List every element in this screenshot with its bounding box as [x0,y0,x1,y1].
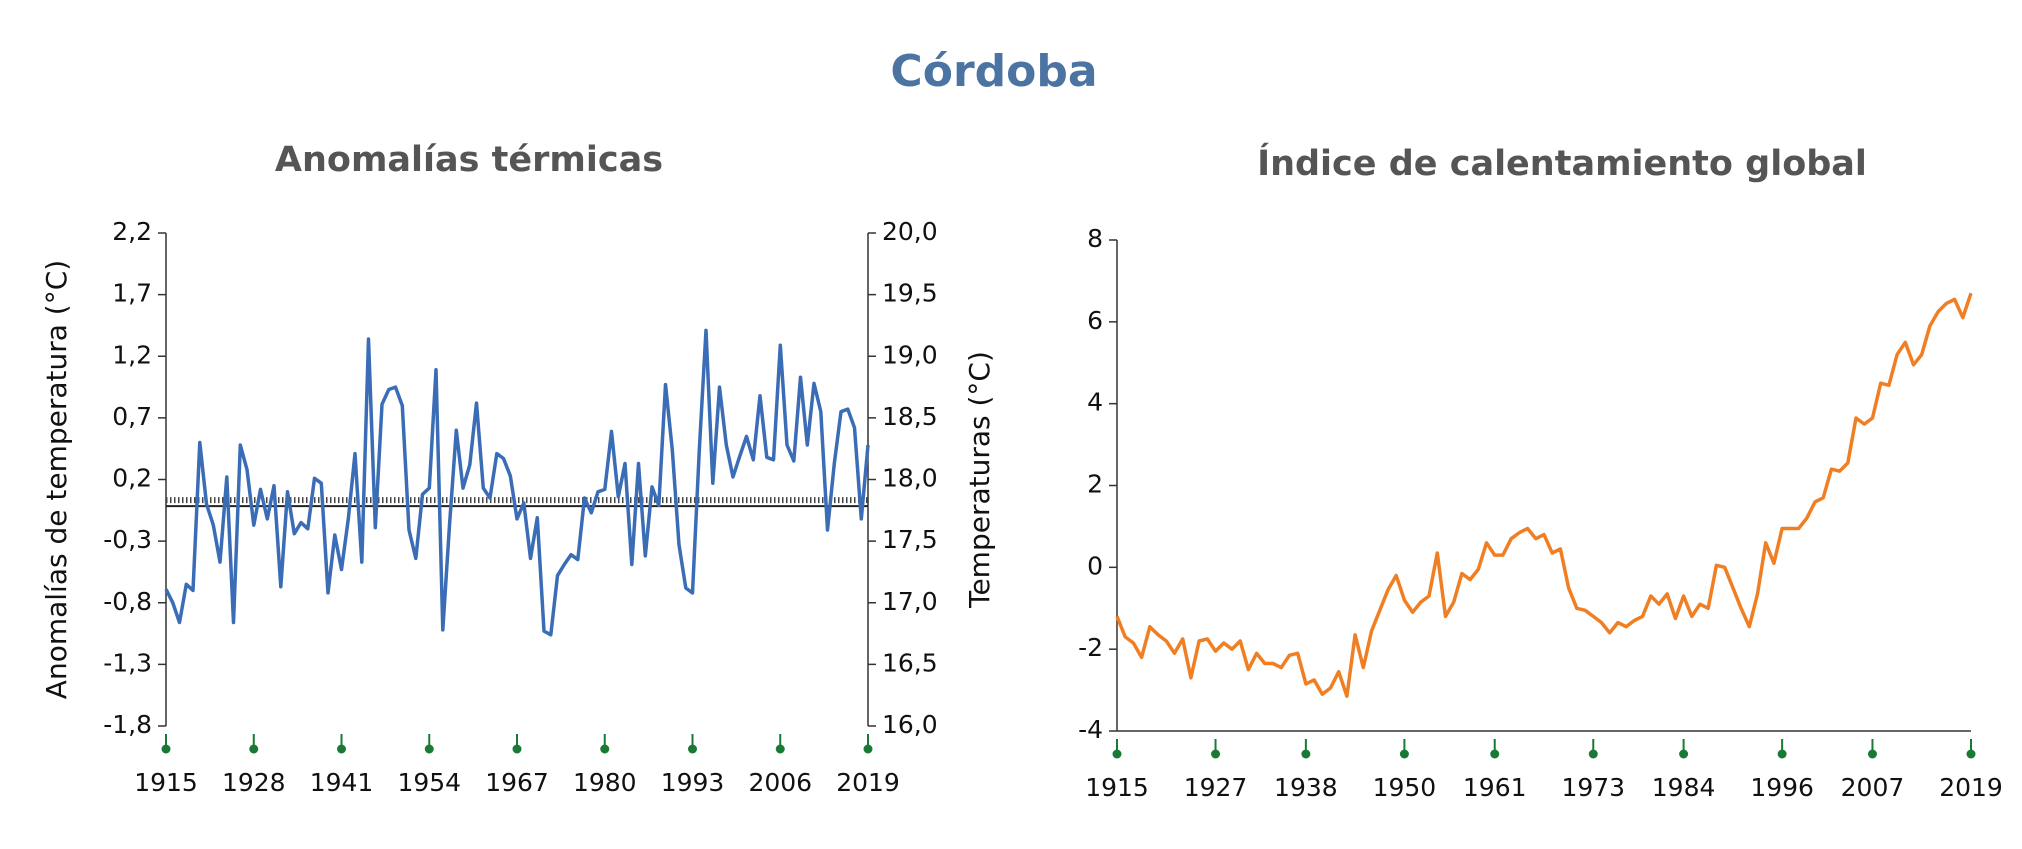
x-tick-dot [1679,749,1689,759]
x-tick-dot [863,744,873,754]
x-tick-dot [249,744,259,754]
x-tick-dot [424,744,434,754]
y2-tick-label: 18,5 [882,402,938,431]
x-tick-dot [1588,749,1598,759]
x-tick-label: 1980 [573,768,637,797]
y-tick-label: -0,8 [103,587,152,616]
x-tick-label: 1941 [310,768,374,797]
y-tick-label: -1,3 [103,648,152,677]
x-tick-label: 1954 [397,768,461,797]
y-tick-label: 0,2 [112,464,152,493]
x-tick-dot [1301,749,1311,759]
x-tick-dot [1490,749,1500,759]
x-tick-label: 2019 [836,768,900,797]
x-tick-dot [600,744,610,754]
y-tick-label: 1,7 [112,279,152,308]
y-tick-label: 0,7 [112,402,152,431]
x-tick-dot [512,744,522,754]
y-tick-label: -0,3 [103,525,152,554]
y2-tick-label: 18,0 [882,464,938,493]
x-tick-label: 2019 [1939,773,2003,802]
y2-tick-label: 20,0 [882,217,938,246]
y-tick-label: 2,2 [112,217,152,246]
x-tick-dot [1399,749,1409,759]
x-tick-label: 1950 [1373,773,1437,802]
y-tick-label: -4 [1078,715,1103,744]
data-line [1115,292,1973,698]
x-tick-dot [1112,749,1122,759]
x-tick-label: 1984 [1652,773,1716,802]
y-tick-label: 0 [1087,551,1103,580]
x-tick-label: 1938 [1274,773,1338,802]
x-tick-dot [688,744,697,754]
x-tick-dot [775,744,785,754]
y2-tick-label: 16,5 [882,648,938,677]
y2-tick-label: 19,0 [882,340,938,369]
x-tick-label: 1927 [1184,773,1248,802]
x-tick-dot [1211,749,1221,759]
x-tick-dot [1777,749,1787,759]
x-tick-label: 1961 [1463,773,1527,802]
page-title: Córdoba [890,46,1097,97]
y2-tick-label: 16,0 [882,710,938,739]
y-tick-label: 1,2 [112,340,152,369]
y2-tick-label: 17,5 [882,525,938,554]
y2-axis-label: Temperaturas (°C) [963,351,996,609]
x-tick-label: 1915 [134,768,198,797]
y-tick-label: 6 [1087,306,1103,335]
data-line [164,328,870,637]
x-tick-label: 1996 [1750,773,1814,802]
x-tick-dot [1867,749,1877,759]
chart-title: Índice de calentamiento global [1257,142,1867,184]
x-tick-dot [1966,749,1976,759]
chart-title: Anomalías térmicas [275,140,663,180]
y2-tick-label: 19,5 [882,279,938,308]
y-tick-label: 8 [1087,224,1103,253]
y-axis-label: Anomalías de temperatura (°C) [40,260,73,699]
x-tick-label: 2006 [748,768,812,797]
x-tick-label: 1928 [222,768,286,797]
y-tick-label: -1,8 [103,710,152,739]
y-tick-label: 2 [1087,470,1103,499]
x-tick-dot [161,744,171,754]
x-tick-dot [337,744,346,754]
y2-tick-label: 17,0 [882,587,938,616]
x-tick-label: 2007 [1841,773,1905,802]
x-tick-label: 1993 [661,768,725,797]
y-tick-label: 4 [1087,388,1103,417]
y-tick-label: -2 [1078,633,1103,662]
x-tick-label: 1973 [1561,773,1625,802]
x-tick-label: 1967 [485,768,549,797]
x-tick-label: 1915 [1085,773,1149,802]
